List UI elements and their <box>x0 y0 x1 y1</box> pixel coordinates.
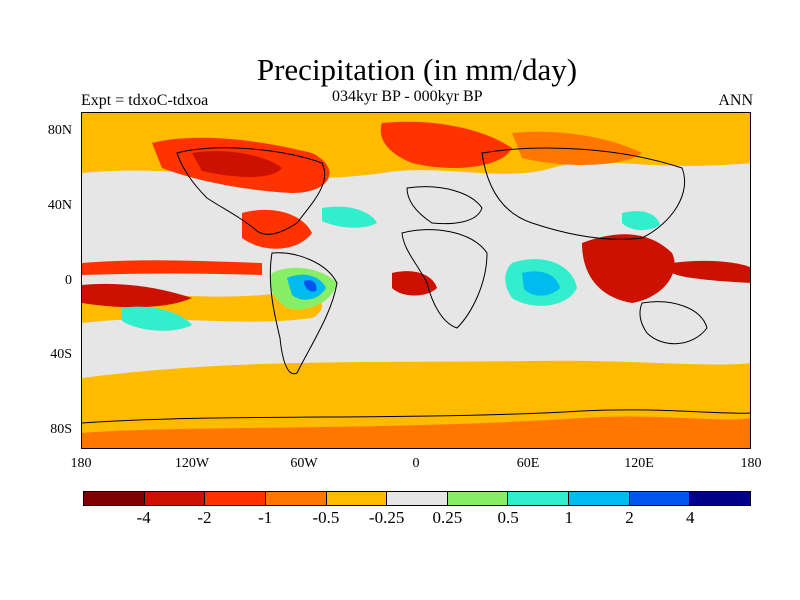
colorbar-label: 0.25 <box>432 508 463 527</box>
colorbar-swatch <box>84 492 145 505</box>
amazon-wet-core <box>304 280 317 292</box>
eurasia-anomaly <box>512 131 642 165</box>
colorbar-label: -0.25 <box>368 508 405 527</box>
x-tick-60W: 60W <box>290 456 318 471</box>
equatorial-pacific-north <box>82 260 262 275</box>
precipitation-map <box>81 112 751 449</box>
colorbar-swatch <box>144 492 206 505</box>
colorbar-label: -4 <box>136 508 151 527</box>
colorbar-swatch <box>690 492 751 505</box>
colorbar <box>83 491 751 506</box>
colorbar-label: 2 <box>625 508 634 527</box>
time-range-subtitle: 034kyr BP - 000kyr BP <box>332 88 483 105</box>
colorbar-swatch <box>326 492 388 505</box>
y-tick-80N: 80N <box>47 123 72 138</box>
east-asia-wet <box>622 211 660 231</box>
colorbar-label: -2 <box>197 508 212 527</box>
experiment-label: Expt = tdxoC-tdxoa <box>81 92 209 109</box>
colorbar-swatch <box>205 492 266 505</box>
colorbar-swatch <box>569 492 630 505</box>
colorbar-label: 0.5 <box>497 508 519 527</box>
maritime-continent-anomaly <box>582 234 675 303</box>
colorbar-swatch <box>265 492 327 505</box>
antarctic-band <box>82 416 750 448</box>
colorbar-swatch <box>629 492 691 505</box>
west-pacific-anomaly <box>672 260 750 283</box>
north-atlantic-anomaly <box>380 121 512 168</box>
x-tick-180-east: 180 <box>740 456 762 471</box>
map-canvas <box>82 113 750 448</box>
x-tick-0: 0 <box>412 456 420 471</box>
west-africa-anomaly <box>392 271 437 296</box>
y-tick-0: 0 <box>65 273 72 288</box>
colorbar-label: -1 <box>258 508 273 527</box>
colorbar-swatch <box>508 492 570 505</box>
colorbar-label: -0.5 <box>312 508 340 527</box>
x-tick-120E: 120E <box>624 456 654 471</box>
colorbar-swatch <box>447 492 509 505</box>
coastlines <box>82 147 750 424</box>
caribbean-anomaly <box>242 209 312 249</box>
colorbar-label: 4 <box>686 508 695 527</box>
y-tick-40S: 40S <box>50 347 72 362</box>
north-america-core <box>192 151 282 177</box>
south-pacific-wet <box>122 306 192 331</box>
equatorial-pacific-south <box>82 283 192 308</box>
x-tick-120W: 120W <box>174 456 210 471</box>
y-tick-40N: 40N <box>47 198 72 213</box>
season-label: ANN <box>718 92 753 109</box>
y-tick-80S: 80S <box>50 422 72 437</box>
colorbar-label: 1 <box>564 508 574 527</box>
colorbar-swatch <box>387 492 448 505</box>
north-atlantic-wet <box>322 206 377 228</box>
indian-ocean-core <box>522 271 560 296</box>
x-tick-60E: 60E <box>516 456 540 471</box>
x-tick-180-west: 180 <box>70 456 92 471</box>
map-title: Precipitation (in mm/day) <box>256 52 578 87</box>
